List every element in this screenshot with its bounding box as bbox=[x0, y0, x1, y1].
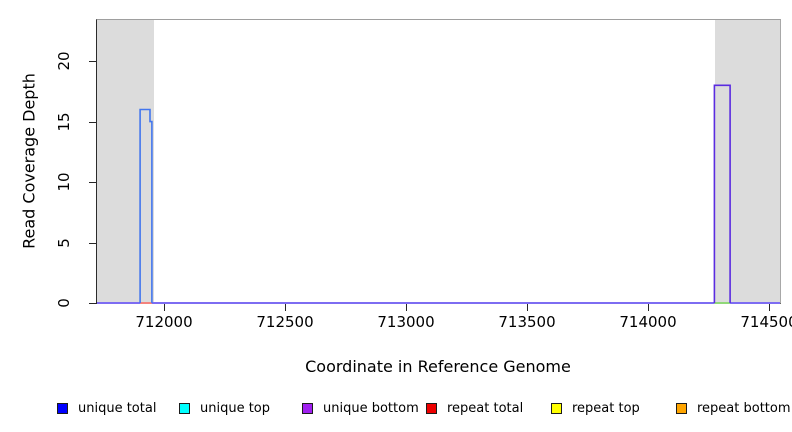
x-tick-mark bbox=[769, 304, 770, 311]
legend-label: unique total bbox=[78, 400, 157, 416]
legend-label: repeat top bbox=[572, 400, 640, 416]
x-tick-mark bbox=[285, 304, 286, 311]
legend-item-repeat-top: repeat top bbox=[551, 399, 640, 417]
legend-label: repeat total bbox=[447, 400, 524, 416]
repeat-bottom-swatch-icon bbox=[676, 402, 687, 414]
unique-coverage-right-peak bbox=[713, 84, 731, 303]
shaded-region-right bbox=[715, 20, 780, 303]
shaded-region-left bbox=[97, 20, 154, 303]
x-tick-label: 712500 bbox=[256, 313, 314, 331]
legend-item-repeat-bottom: repeat bottom bbox=[676, 399, 791, 417]
x-axis-title: Coordinate in Reference Genome bbox=[305, 357, 571, 376]
unique-total-swatch-icon bbox=[57, 402, 68, 414]
y-tick-mark bbox=[89, 182, 96, 183]
y-tick-label: 5 bbox=[55, 238, 73, 248]
legend-label: repeat bottom bbox=[697, 400, 791, 416]
x-tick-label: 712000 bbox=[135, 313, 193, 331]
unique-bottom-swatch-icon bbox=[302, 402, 313, 414]
legend-item-unique-total: unique total bbox=[57, 399, 156, 417]
legend-item-unique-bottom: unique bottom bbox=[302, 399, 419, 417]
y-tick-label: 0 bbox=[55, 298, 73, 308]
y-tick-label: 20 bbox=[55, 51, 73, 71]
x-tick-label: 714500 bbox=[740, 313, 792, 331]
x-tick-label: 713500 bbox=[498, 313, 556, 331]
y-tick-mark bbox=[89, 61, 96, 62]
unique-top-swatch-icon bbox=[179, 402, 190, 414]
y-tick-mark bbox=[89, 303, 96, 304]
legend-label: unique bottom bbox=[323, 400, 419, 416]
x-tick-mark bbox=[648, 304, 649, 311]
x-tick-mark bbox=[164, 304, 165, 311]
repeat-total-swatch-icon bbox=[426, 402, 437, 414]
coverage-lines-canvas bbox=[97, 84, 780, 304]
y-tick-mark bbox=[89, 122, 96, 123]
y-tick-label: 10 bbox=[55, 172, 73, 192]
y-tick-mark bbox=[89, 243, 96, 244]
x-tick-mark bbox=[406, 304, 407, 311]
x-tick-label: 714000 bbox=[619, 313, 677, 331]
x-tick-label: 713000 bbox=[377, 313, 435, 331]
y-tick-label: 15 bbox=[55, 112, 73, 132]
x-tick-mark bbox=[527, 304, 528, 311]
repeat-top-swatch-icon bbox=[551, 402, 562, 414]
legend-item-unique-top: unique top bbox=[179, 399, 270, 417]
legend-label: unique top bbox=[200, 400, 271, 416]
unique-coverage-left-peak bbox=[139, 108, 153, 303]
y-axis-title: Read Coverage Depth bbox=[19, 73, 39, 249]
legend-item-repeat-total: repeat total bbox=[426, 399, 523, 417]
